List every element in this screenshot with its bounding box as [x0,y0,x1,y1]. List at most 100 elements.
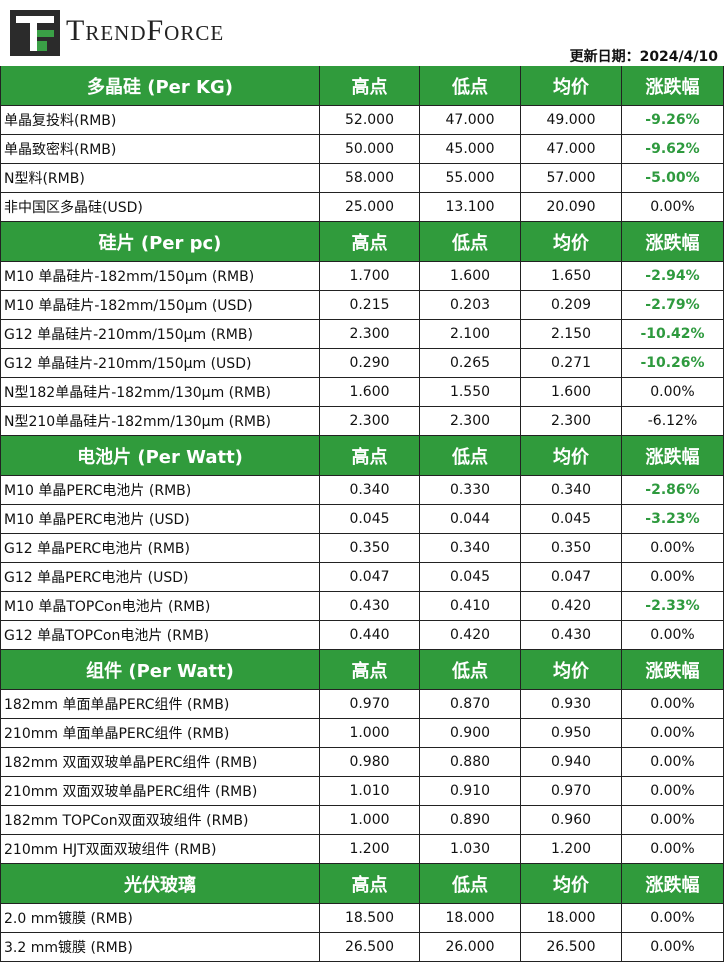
price-cell: 0.045 [521,505,622,534]
product-name: 2.0 mm镀膜 (RMB) [0,904,320,933]
price-cell: -10.26% [622,349,724,378]
price-cell: 1.700 [320,262,420,291]
price-cell: 0.940 [521,748,622,777]
price-cell: 1.010 [320,777,420,806]
price-cell: 26.500 [320,933,420,962]
price-cell: 2.300 [521,407,622,436]
price-cell: 0.420 [420,621,521,650]
price-cell: -5.00% [622,164,724,193]
price-cell: -2.79% [622,291,724,320]
column-header: 均价 [521,650,622,690]
price-cell: 0.340 [420,534,521,563]
product-name: 182mm 双面双玻单晶PERC组件 (RMB) [0,748,320,777]
price-cell: 1.650 [521,262,622,291]
price-cell: 0.00% [622,748,724,777]
price-cell: 0.930 [521,690,622,719]
price-cell: 0.00% [622,690,724,719]
column-header: 低点 [420,864,521,904]
price-cell: 0.970 [320,690,420,719]
price-cell: 0.330 [420,476,521,505]
column-header: 涨跌幅 [622,66,724,106]
price-cell: 0.290 [320,349,420,378]
product-name: G12 单晶硅片-210mm/150μm (USD) [0,349,320,378]
price-cell: 0.00% [622,621,724,650]
price-cell: 1.600 [320,378,420,407]
column-header: 涨跌幅 [622,222,724,262]
product-name: 单晶致密料(RMB) [0,135,320,164]
brand: TrendForce [66,14,225,47]
price-cell: 52.000 [320,106,420,135]
column-header: 均价 [521,864,622,904]
column-header: 涨跌幅 [622,650,724,690]
price-cell: 0.044 [420,505,521,534]
price-cell: 1.000 [320,719,420,748]
price-cell: 0.00% [622,719,724,748]
price-cell: 1.600 [521,378,622,407]
column-header: 高点 [320,650,420,690]
price-cell: 1.200 [320,835,420,864]
product-name: G12 单晶硅片-210mm/150μm (RMB) [0,320,320,349]
product-name: N型210单晶硅片-182mm/130μm (RMB) [0,407,320,436]
product-name: G12 单晶PERC电池片 (RMB) [0,534,320,563]
price-cell: 26.000 [420,933,521,962]
product-name: N型182单晶硅片-182mm/130μm (RMB) [0,378,320,407]
price-cell: -2.94% [622,262,724,291]
product-name: M10 单晶PERC电池片 (RMB) [0,476,320,505]
logo-icon [10,10,60,56]
price-cell: 18.500 [320,904,420,933]
product-name: 210mm HJT双面双玻组件 (RMB) [0,835,320,864]
section-title: 硅片 (Per pc) [0,222,320,262]
price-cell: 0.203 [420,291,521,320]
product-name: 210mm 单面单晶PERC组件 (RMB) [0,719,320,748]
column-header: 低点 [420,436,521,476]
price-cell: 0.00% [622,193,724,222]
price-cell: 1.000 [320,806,420,835]
price-cell: -9.26% [622,106,724,135]
price-cell: 45.000 [420,135,521,164]
column-header: 高点 [320,436,420,476]
column-header: 涨跌幅 [622,864,724,904]
price-cell: 0.045 [320,505,420,534]
price-cell: 0.980 [320,748,420,777]
price-cell: 0.045 [420,563,521,592]
product-name: M10 单晶PERC电池片 (USD) [0,505,320,534]
price-cell: 0.910 [420,777,521,806]
column-header: 涨跌幅 [622,436,724,476]
product-name: 210mm 双面双玻单晶PERC组件 (RMB) [0,777,320,806]
column-header: 高点 [320,66,420,106]
product-name: G12 单晶TOPCon电池片 (RMB) [0,621,320,650]
price-cell: 0.265 [420,349,521,378]
price-cell: 1.200 [521,835,622,864]
product-name: M10 单晶硅片-182mm/150μm (USD) [0,291,320,320]
section-title: 多晶硅 (Per KG) [0,66,320,106]
price-cell: 1.030 [420,835,521,864]
column-header: 均价 [521,66,622,106]
price-cell: 0.950 [521,719,622,748]
price-cell: 0.215 [320,291,420,320]
column-header: 低点 [420,222,521,262]
price-cell: 0.00% [622,777,724,806]
product-name: 非中国区多晶硅(USD) [0,193,320,222]
price-cell: -3.23% [622,505,724,534]
price-cell: 0.00% [622,806,724,835]
update-date: 更新日期：2024/4/10 [569,49,718,65]
price-cell: 0.420 [521,592,622,621]
price-cell: 2.300 [420,407,521,436]
price-cell: 25.000 [320,193,420,222]
price-cell: 0.00% [622,835,724,864]
price-cell: 0.430 [320,592,420,621]
price-cell: 0.350 [521,534,622,563]
product-name: M10 单晶硅片-182mm/150μm (RMB) [0,262,320,291]
price-cell: 0.430 [521,621,622,650]
price-cell: -9.62% [622,135,724,164]
price-cell: 58.000 [320,164,420,193]
product-name: 182mm 单面单晶PERC组件 (RMB) [0,690,320,719]
section-title: 电池片 (Per Watt) [0,436,320,476]
column-header: 均价 [521,436,622,476]
price-cell: 26.500 [521,933,622,962]
price-cell: 2.300 [320,320,420,349]
price-cell: 0.970 [521,777,622,806]
price-cell: 20.090 [521,193,622,222]
column-header: 高点 [320,222,420,262]
